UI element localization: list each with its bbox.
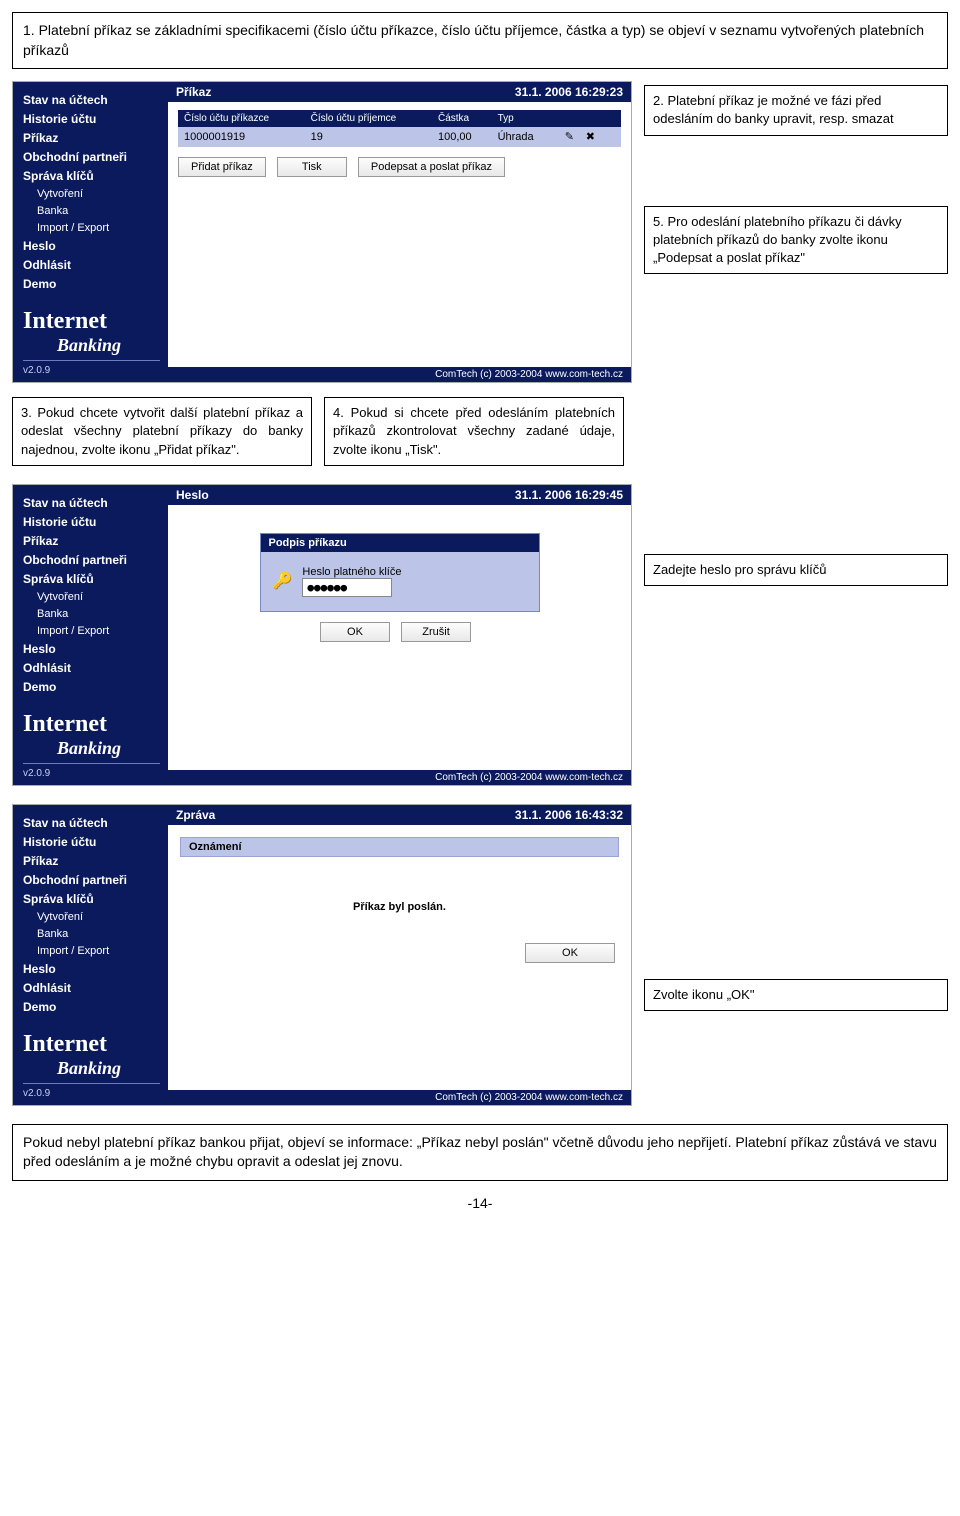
panel-title: Heslo bbox=[176, 488, 209, 502]
nav-historie[interactable]: Historie účtu bbox=[23, 835, 160, 849]
nav-partneri[interactable]: Obchodní partneři bbox=[23, 553, 160, 567]
nav-historie[interactable]: Historie účtu bbox=[23, 515, 160, 529]
nav-prikaz[interactable]: Příkaz bbox=[23, 131, 160, 145]
nav-banka[interactable]: Banka bbox=[37, 205, 160, 217]
panel-datetime: 31.1. 2006 16:29:23 bbox=[515, 85, 623, 99]
nav-odhlasit[interactable]: Odhlásit bbox=[23, 661, 160, 675]
note-step-5: 5. Pro odeslání platebního příkazu či dá… bbox=[644, 206, 948, 275]
key-icon: 🔑 bbox=[273, 571, 293, 591]
nav-prikaz[interactable]: Příkaz bbox=[23, 854, 160, 868]
nav-demo[interactable]: Demo bbox=[23, 680, 160, 694]
panel-title: Příkaz bbox=[176, 85, 211, 99]
ok-button[interactable]: OK bbox=[525, 943, 615, 963]
nav-vytvoreni[interactable]: Vytvoření bbox=[37, 911, 160, 923]
orders-table: Číslo účtu příkazce Číslo účtu příjemce … bbox=[178, 110, 621, 147]
note-ok: Zvolte ikonu „OK" bbox=[644, 979, 948, 1011]
nav-stav[interactable]: Stav na účtech bbox=[23, 816, 160, 830]
nav-import[interactable]: Import / Export bbox=[37, 945, 160, 957]
nav-demo[interactable]: Demo bbox=[23, 1000, 160, 1014]
print-button[interactable]: Tisk bbox=[277, 157, 347, 177]
password-input[interactable] bbox=[302, 578, 392, 597]
note-step-4: 4. Pokud si chcete před odesláním plateb… bbox=[324, 397, 624, 466]
password-label: Heslo platného klíče bbox=[302, 566, 526, 578]
nav-vytvoreni[interactable]: Vytvoření bbox=[37, 591, 160, 603]
nav-odhlasit[interactable]: Odhlásit bbox=[23, 981, 160, 995]
screenshot-zprava: Stav na účtech Historie účtu Příkaz Obch… bbox=[12, 804, 632, 1106]
sidebar: Stav na účtech Historie účtu Příkaz Obch… bbox=[13, 82, 168, 382]
message-text: Příkaz byl poslán. bbox=[174, 871, 625, 943]
table-row: 1000001919 19 100,00 Úhrada ✎ ✖ bbox=[178, 127, 621, 147]
note-step-3: 3. Pokud chcete vytvořit další platební … bbox=[12, 397, 312, 466]
nav-import[interactable]: Import / Export bbox=[37, 222, 160, 234]
sign-send-button[interactable]: Podepsat a poslat příkaz bbox=[358, 157, 505, 177]
col-recipient: Číslo účtu příjemce bbox=[305, 110, 432, 127]
sidebar: Stav na účtech Historie účtu Příkaz Obch… bbox=[13, 485, 168, 785]
col-type: Typ bbox=[492, 110, 555, 127]
nav-heslo[interactable]: Heslo bbox=[23, 239, 160, 253]
nav-import[interactable]: Import / Export bbox=[37, 625, 160, 637]
nav-stav[interactable]: Stav na účtech bbox=[23, 93, 160, 107]
nav-demo[interactable]: Demo bbox=[23, 277, 160, 291]
panel-datetime: 31.1. 2006 16:29:45 bbox=[515, 488, 623, 502]
footer-bar: ComTech (c) 2003-2004 www.com-tech.cz bbox=[168, 770, 631, 785]
notice-banner: Oznámení bbox=[180, 837, 619, 857]
nav-banka[interactable]: Banka bbox=[37, 608, 160, 620]
footer-bar: ComTech (c) 2003-2004 www.com-tech.cz bbox=[168, 1090, 631, 1105]
brand-logo: Internet Banking v2.0.9 bbox=[23, 711, 160, 779]
sidebar: Stav na účtech Historie účtu Příkaz Obch… bbox=[13, 805, 168, 1105]
note-step-2: 2. Platební příkaz je možné ve fázi před… bbox=[644, 85, 948, 135]
note-password: Zadejte heslo pro správu klíčů bbox=[644, 554, 948, 586]
nav-odhlasit[interactable]: Odhlásit bbox=[23, 258, 160, 272]
sign-dialog: Podpis příkazu 🔑 Heslo platného klíče bbox=[260, 533, 540, 612]
note-step-1: 1. Platební příkaz se základními specifi… bbox=[12, 12, 948, 69]
add-order-button[interactable]: Přidat příkaz bbox=[178, 157, 266, 177]
col-amount: Částka bbox=[432, 110, 492, 127]
nav-partneri[interactable]: Obchodní partneři bbox=[23, 873, 160, 887]
nav-heslo[interactable]: Heslo bbox=[23, 962, 160, 976]
screenshot-prikaz: Stav na účtech Historie účtu Příkaz Obch… bbox=[12, 81, 632, 383]
brand-logo: Internet Banking v2.0.9 bbox=[23, 1031, 160, 1099]
footer-bar: ComTech (c) 2003-2004 www.com-tech.cz bbox=[168, 367, 631, 382]
nav-sprava[interactable]: Správa klíčů bbox=[23, 892, 160, 906]
panel-datetime: 31.1. 2006 16:43:32 bbox=[515, 808, 623, 822]
nav-banka[interactable]: Banka bbox=[37, 928, 160, 940]
brand-logo: Internet Banking v2.0.9 bbox=[23, 308, 160, 376]
screenshot-heslo: Stav na účtech Historie účtu Příkaz Obch… bbox=[12, 484, 632, 786]
nav-sprava[interactable]: Správa klíčů bbox=[23, 572, 160, 586]
panel-title: Zpráva bbox=[176, 808, 215, 822]
ok-button[interactable]: OK bbox=[320, 622, 390, 642]
edit-icon[interactable]: ✎ bbox=[562, 130, 576, 144]
nav-prikaz[interactable]: Příkaz bbox=[23, 534, 160, 548]
col-actions bbox=[554, 110, 621, 127]
dialog-title: Podpis příkazu bbox=[261, 534, 539, 552]
delete-icon[interactable]: ✖ bbox=[583, 130, 597, 144]
nav-sprava[interactable]: Správa klíčů bbox=[23, 169, 160, 183]
nav-partneri[interactable]: Obchodní partneři bbox=[23, 150, 160, 164]
col-payer: Číslo účtu příkazce bbox=[178, 110, 305, 127]
nav-heslo[interactable]: Heslo bbox=[23, 642, 160, 656]
nav-vytvoreni[interactable]: Vytvoření bbox=[37, 188, 160, 200]
note-final: Pokud nebyl platební příkaz bankou přija… bbox=[12, 1124, 948, 1181]
page-number: -14- bbox=[12, 1195, 948, 1211]
nav-historie[interactable]: Historie účtu bbox=[23, 112, 160, 126]
nav-stav[interactable]: Stav na účtech bbox=[23, 496, 160, 510]
cancel-button[interactable]: Zrušit bbox=[401, 622, 471, 642]
